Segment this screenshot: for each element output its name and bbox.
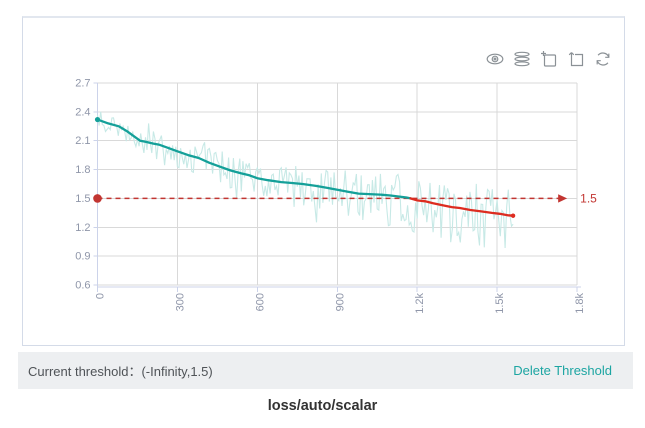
y-tick-label: 0.9 [75, 251, 90, 263]
runs-layers-icon[interactable] [513, 50, 531, 68]
zoom-box-select-icon[interactable] [540, 50, 558, 68]
chart-toolbar [486, 50, 612, 68]
smoothed-line-below-threshold [409, 197, 515, 217]
series-end-marker [510, 213, 516, 218]
x-tick-label: 300 [174, 293, 186, 311]
threshold-bar: Current threshold：(-Infinity,1.5) Delete… [18, 352, 633, 389]
y-tick-label: 1.8 [75, 164, 90, 176]
x-tick-label: 900 [334, 293, 346, 311]
scalar-chart-card: 0.6 0.9 1.2 1.5 1.8 2.1 2.4 2.7 0 300 600 900 1.2k 1.… [22, 16, 625, 346]
y-tick-label: 1.5 [75, 193, 90, 205]
x-tick-label: 0 [95, 293, 107, 299]
threshold-start-dot [93, 194, 102, 203]
y-tick-label: 2.4 [75, 106, 90, 118]
x-tick-label: 1.8k [574, 293, 586, 314]
series-start-marker [94, 116, 101, 123]
raw-series-line [96, 111, 514, 249]
smoothed-line-above-threshold [96, 118, 412, 200]
x-tick-label: 1.5k [494, 293, 506, 314]
y-tick-label: 2.1 [75, 135, 90, 147]
current-threshold-text: Current threshold：(-Infinity,1.5) [28, 361, 213, 380]
threshold-value-label: 1.5 [580, 191, 597, 205]
delete-threshold-link[interactable]: Delete Threshold [513, 363, 612, 378]
scalar-line-chart[interactable]: 0.6 0.9 1.2 1.5 1.8 2.1 2.4 2.7 0 300 600 900 1.2k 1.… [23, 18, 624, 345]
restore-zoom-icon[interactable] [567, 50, 585, 68]
y-tick-label: 2.7 [75, 78, 90, 90]
y-tick-label: 1.2 [75, 222, 90, 234]
visibility-eye-icon[interactable] [486, 50, 504, 68]
chart-title: loss/auto/scalar [267, 398, 378, 414]
current-threshold-label: Current threshold： [28, 364, 142, 379]
x-tick-label: 1.2k [414, 293, 426, 314]
threshold-arrow [558, 194, 568, 203]
x-tick-label: 600 [254, 293, 266, 311]
refresh-icon[interactable] [594, 50, 612, 68]
current-threshold-value: (-Infinity,1.5) [141, 364, 213, 379]
y-tick-label: 0.6 [75, 280, 90, 292]
